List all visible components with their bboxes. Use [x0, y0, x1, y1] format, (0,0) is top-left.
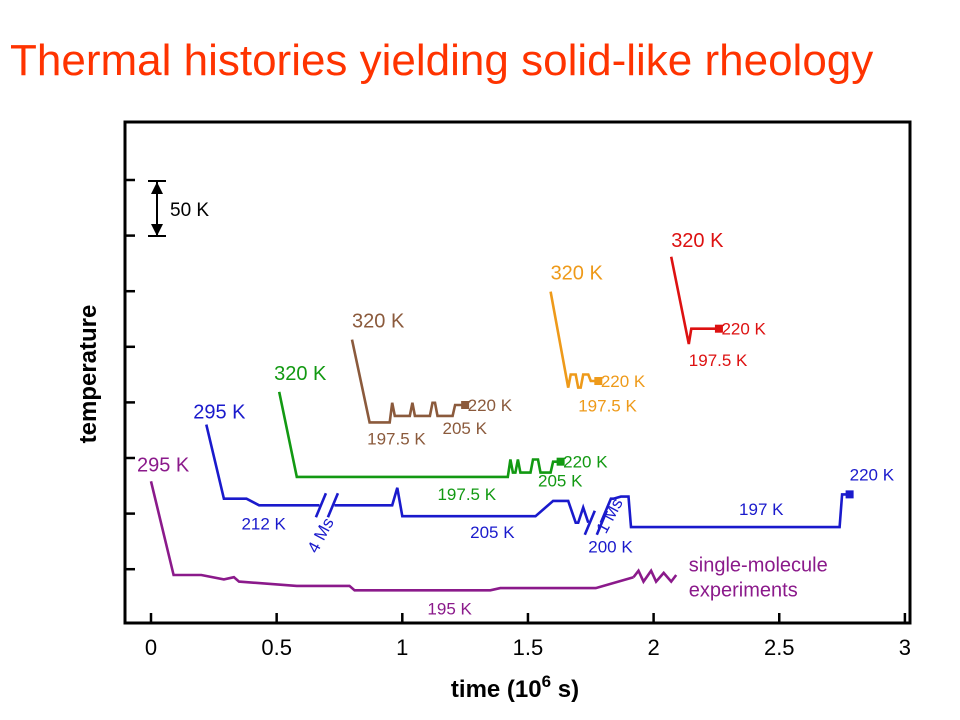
series-annotation: 205 K	[470, 523, 515, 542]
end-marker	[556, 457, 565, 466]
series-annotation: 220 K	[601, 372, 646, 391]
series-annotation: 195 K	[427, 599, 472, 618]
end-marker	[714, 324, 723, 333]
series-annotation: 197.5 K	[689, 351, 748, 370]
axes: 0 0.5 1 1.5 2 2.5 3 50 K	[123, 120, 912, 660]
series-line	[350, 339, 466, 424]
series-annotation: 197.5 K	[437, 485, 496, 504]
scale-bar-arrow-up	[151, 182, 163, 194]
break-duration-label: 1 Ms	[593, 495, 627, 536]
series-line	[277, 391, 561, 479]
series-line	[205, 424, 320, 507]
series-zigzag	[632, 568, 678, 585]
series-annotation: 320 K	[671, 230, 724, 252]
axis-break-mark	[583, 510, 597, 536]
x-tick-label: 1.5	[513, 635, 544, 660]
series-annotation: 220 K	[850, 465, 895, 484]
end-marker	[461, 401, 470, 409]
x-tick-label: 0.5	[261, 635, 292, 660]
x-axis-title-tail: s)	[551, 676, 579, 703]
annotation-layer: 295 K 195 K single-molecule experiments 295 …	[137, 230, 895, 619]
series-annotation: 205 K	[443, 419, 488, 438]
series-annotation: 220 K	[721, 320, 766, 339]
page-title: Thermal histories yielding solid-like rh…	[10, 36, 874, 85]
series-annotation: 295 K	[137, 454, 190, 476]
series-layer	[149, 256, 854, 592]
series-line-segment	[599, 493, 850, 529]
x-tick-label: 2.5	[764, 635, 795, 660]
axis-break-mark	[595, 510, 609, 536]
axis-break-mark	[314, 492, 328, 518]
plot-frame	[123, 120, 912, 625]
series-annotation: 295 K	[193, 402, 246, 424]
series-line-segment	[334, 487, 590, 525]
series-line	[669, 256, 719, 345]
scale-bar-label: 50 K	[170, 200, 209, 221]
series-annotation: single-molecule	[689, 555, 828, 577]
series-annotation: 205 K	[538, 472, 583, 491]
series-annotation: 197.5 K	[367, 429, 426, 448]
series-annotation: 197.5 K	[578, 397, 637, 416]
x-tick-label: 2	[647, 635, 659, 660]
x-tick-label: 0	[145, 635, 157, 660]
axis-break-mark	[326, 492, 340, 518]
series-annotation: 197 K	[739, 500, 784, 519]
series-annotation: 220 K	[468, 396, 513, 415]
end-marker	[594, 377, 603, 386]
series-line	[149, 480, 634, 592]
series-annotation: 200 K	[588, 538, 633, 557]
series-annotation: 320 K	[551, 263, 604, 285]
x-tick-label: 3	[899, 635, 911, 660]
break-duration-label: 4 Ms	[304, 515, 338, 556]
series-annotation: 320 K	[274, 363, 327, 385]
series-annotation: 220 K	[563, 453, 608, 472]
x-axis-title-main: time (10	[451, 676, 542, 703]
series-annotation: experiments	[689, 580, 798, 602]
series-annotation: 212 K	[241, 514, 286, 533]
series-line	[549, 291, 599, 389]
x-axis-title: time (106 s)	[451, 672, 579, 703]
scale-bar-arrow-down	[151, 224, 163, 236]
y-axis-title: temperature	[75, 305, 102, 444]
x-axis-title-sup: 6	[542, 672, 551, 691]
x-tick-label: 1	[396, 635, 408, 660]
end-marker	[845, 490, 854, 499]
series-annotation: 320 K	[352, 311, 405, 333]
